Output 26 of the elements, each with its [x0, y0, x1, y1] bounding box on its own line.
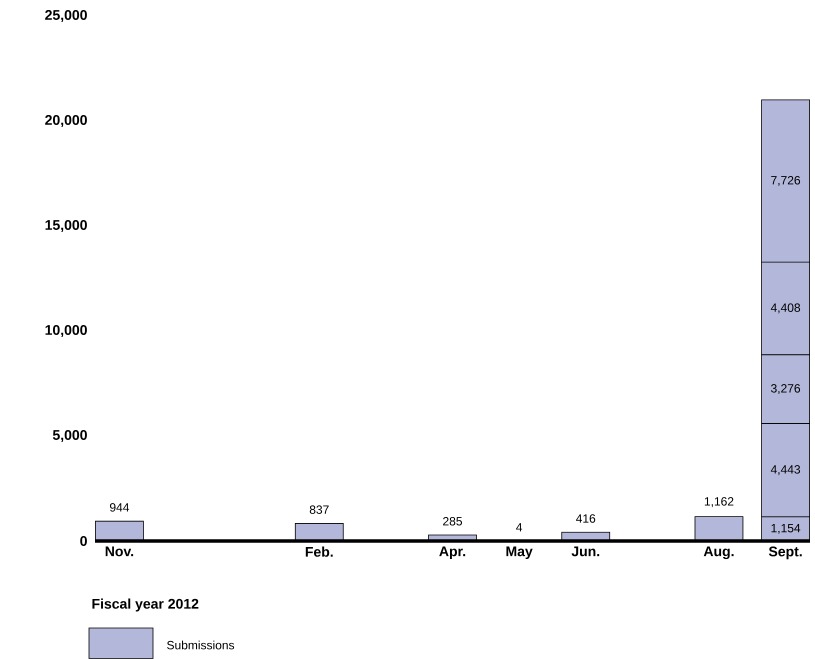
data-label: 4,443	[770, 465, 800, 476]
y-tick-label: 20,000	[45, 115, 87, 127]
data-label: 7,726	[771, 176, 800, 186]
x-tick-label: May	[506, 546, 533, 560]
y-tick-label: 15,000	[46, 220, 87, 232]
y-tick-label: 10,000	[46, 325, 87, 337]
x-tick-label: Apr.	[439, 546, 466, 560]
x-tick-label: Jun.	[572, 546, 600, 556]
data-label: 837	[310, 505, 329, 514]
legend-title: Fiscal year 2012	[92, 598, 198, 612]
data-label: 416	[576, 514, 596, 523]
data-label: 1,162	[704, 497, 734, 508]
data-label: 285	[443, 517, 462, 526]
x-tick-label: Sept.	[768, 546, 802, 560]
data-label: 1,154	[771, 524, 800, 534]
data-label: 3,276	[771, 384, 800, 394]
x-tick-label: Aug.	[704, 546, 734, 560]
y-tick-label: 25,000	[45, 10, 87, 22]
y-tick-label: 0	[80, 536, 87, 546]
text: Submissions	[167, 640, 234, 650]
data-label: 4,408	[770, 303, 800, 314]
data-label: 4	[516, 523, 522, 532]
x-tick-label: Nov.	[106, 546, 134, 556]
data-label: 944	[110, 503, 130, 512]
x-tick-label: Feb.	[306, 546, 333, 557]
y-tick-label: 5,000	[52, 430, 87, 442]
